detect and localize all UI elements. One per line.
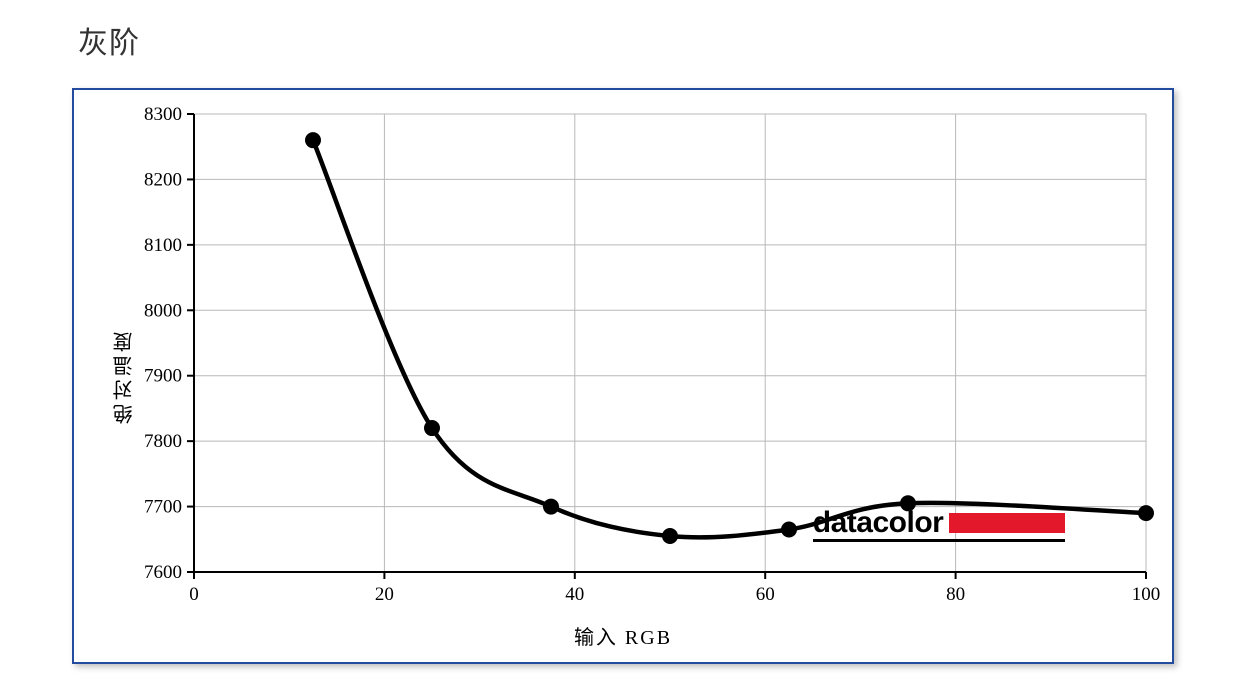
logo-text: datacolor <box>813 506 944 540</box>
logo-red-bar <box>949 513 1065 533</box>
page-title: 灰阶 <box>78 18 140 62</box>
svg-text:8300: 8300 <box>144 104 182 125</box>
svg-text:8200: 8200 <box>144 169 182 190</box>
svg-text:8000: 8000 <box>144 300 182 321</box>
datacolor-logo: datacolor <box>813 506 1066 540</box>
chart-panel: 绝对温度 输入 RGB 0204060801007600770078007900… <box>72 88 1174 664</box>
svg-text:0: 0 <box>189 584 199 605</box>
chart-svg: 0 20 40 60 80 100 7600 7700 7800 7900 8000 8100 8200… <box>74 90 1172 662</box>
svg-text:7800: 7800 <box>144 431 182 452</box>
svg-text:7700: 7700 <box>144 497 182 518</box>
svg-text:80: 80 <box>946 584 965 605</box>
page-root: 灰阶 绝对温度 输入 RGB 0204060801007600770078007… <box>0 0 1242 700</box>
svg-text:20: 20 <box>375 584 394 605</box>
svg-text:8100: 8100 <box>144 235 182 256</box>
svg-text:60: 60 <box>756 584 775 605</box>
chart-wrap: 绝对温度 输入 RGB 0204060801007600770078007900… <box>74 90 1172 662</box>
svg-text:7600: 7600 <box>144 562 182 583</box>
logo-underline <box>813 539 1066 542</box>
svg-text:40: 40 <box>565 584 584 605</box>
svg-text:7900: 7900 <box>144 366 182 387</box>
svg-text:100: 100 <box>1132 584 1161 605</box>
